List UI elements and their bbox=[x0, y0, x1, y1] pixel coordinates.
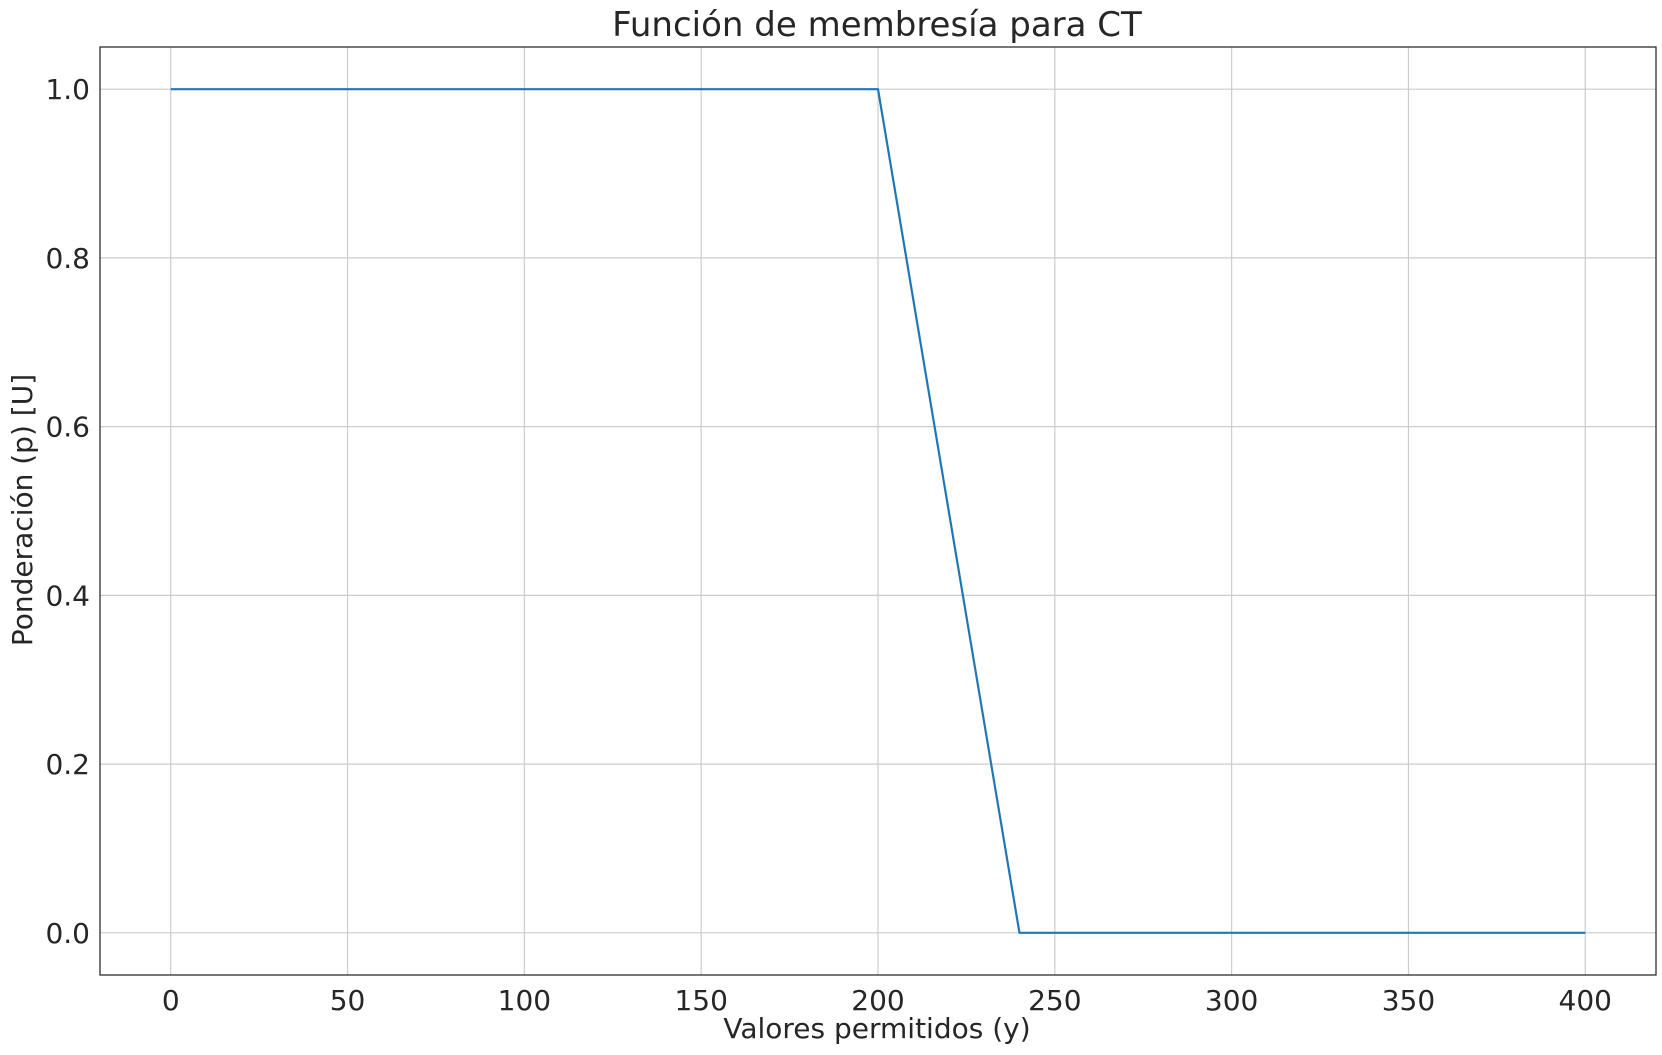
x-tick-labels: 0 50 100 150 200 250 300 350 400 bbox=[162, 984, 1612, 1017]
series-lines bbox=[170, 88, 1586, 934]
x-tick-label: 300 bbox=[1205, 984, 1258, 1017]
y-tick-label: 0.6 bbox=[45, 411, 90, 444]
x-tick-label: 150 bbox=[674, 984, 727, 1017]
y-tick-label: 0.2 bbox=[45, 748, 90, 781]
y-tick-label: 0.0 bbox=[45, 917, 90, 950]
x-tick-label: 400 bbox=[1559, 984, 1612, 1017]
y-tick-label: 1.0 bbox=[45, 73, 90, 106]
x-tick-label: 50 bbox=[330, 984, 366, 1017]
x-tick-label: 100 bbox=[498, 984, 551, 1017]
x-tick-label: 200 bbox=[851, 984, 904, 1017]
x-tick-label: 350 bbox=[1382, 984, 1435, 1017]
x-tick-label: 250 bbox=[1028, 984, 1081, 1017]
y-tick-labels: 0.0 0.2 0.4 0.6 0.8 1.0 bbox=[45, 73, 90, 950]
plot-area-frame bbox=[99, 46, 1657, 976]
y-axis-label: Ponderación (p) [U] bbox=[6, 374, 39, 646]
y-tick-label: 0.8 bbox=[45, 242, 90, 275]
chart-title: Función de membresía para CT bbox=[612, 5, 1142, 45]
series-line bbox=[170, 88, 1586, 934]
y-tick-label: 0.4 bbox=[45, 579, 90, 612]
x-axis-label: Valores permitidos (y) bbox=[723, 1012, 1030, 1045]
x-tick-label: 0 bbox=[162, 984, 180, 1017]
